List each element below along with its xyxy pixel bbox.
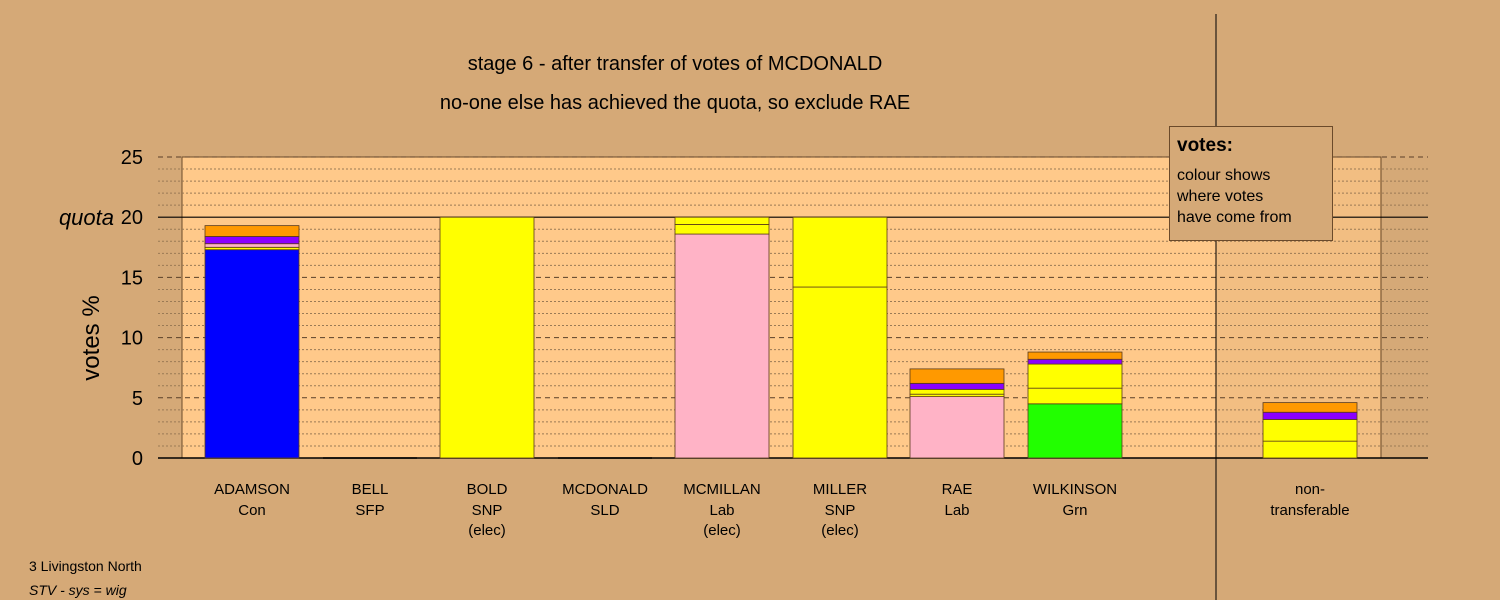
bar-segment <box>1027 403 1123 459</box>
candidate-status-label: (elec) <box>468 522 506 539</box>
candidate-party-label: SFP <box>355 502 384 519</box>
bar-segment <box>204 236 300 245</box>
y-tick-label: 25 <box>121 147 143 169</box>
candidate-name-label: BELL <box>352 481 389 498</box>
system-label: STV - sys = wig <box>29 582 127 598</box>
legend-line: where votes <box>1177 188 1264 205</box>
candidate-name-label: MCDONALD <box>562 481 648 498</box>
bar-segment <box>439 216 535 459</box>
bar-segment <box>1262 419 1358 442</box>
bar-segment <box>204 225 300 237</box>
candidate-party-label: Lab <box>709 502 734 519</box>
candidate-name-label: WILKINSON <box>1033 481 1117 498</box>
bar-segment <box>792 286 888 459</box>
y-tick-label: 5 <box>132 388 143 410</box>
candidate-status-label: (elec) <box>703 522 741 539</box>
bar-segment <box>1027 358 1123 365</box>
y-tick-label: 10 <box>121 328 143 350</box>
candidate-party-label: SLD <box>590 502 619 519</box>
candidate-party-label: transferable <box>1270 502 1349 519</box>
bar-segment <box>1027 387 1123 405</box>
quota-label: quota <box>59 205 114 230</box>
candidate-name-label: MILLER <box>813 481 867 498</box>
candidate-party-label: SNP <box>825 502 856 519</box>
bar-segment <box>1262 402 1358 413</box>
candidate-name-label: non- <box>1295 481 1325 498</box>
candidate-name-label: RAE <box>942 481 973 498</box>
legend-line: have come from <box>1177 209 1292 226</box>
bar-segment <box>909 382 1005 390</box>
candidate-party-label: Con <box>238 502 266 519</box>
chart-subtitle: no-one else has achieved the quota, so e… <box>439 92 911 114</box>
bar-segment <box>674 224 770 235</box>
legend-line: colour shows <box>1177 167 1271 184</box>
candidate-status-label: (elec) <box>821 522 859 539</box>
constituency-label: 3 Livingston North <box>29 558 142 574</box>
bar-segment <box>204 249 300 459</box>
candidate-name-label: MCMILLAN <box>683 481 761 498</box>
candidate-party-label: Lab <box>944 502 969 519</box>
bar-segment <box>204 243 300 248</box>
y-tick-label: 0 <box>132 448 143 470</box>
candidate-name-label: BOLD <box>467 481 508 498</box>
y-axis-label: votes % <box>78 295 105 380</box>
y-tick-label: 15 <box>121 267 143 289</box>
bar-segment <box>1027 363 1123 389</box>
legend-box: votes: colour shows where votes have com… <box>1169 126 1333 241</box>
bar-segment <box>1262 440 1358 459</box>
candidate-party-label: Grn <box>1062 502 1087 519</box>
bar-segment <box>792 216 888 288</box>
bar-segment <box>674 233 770 459</box>
candidate-party-label: SNP <box>472 502 503 519</box>
y-tick-label: 20 <box>121 207 143 229</box>
bar-segment <box>909 368 1005 384</box>
legend-heading: votes: <box>1177 135 1233 156</box>
chart-title: stage 6 - after transfer of votes of MCD… <box>467 53 883 75</box>
bar-segment <box>909 388 1005 395</box>
bar-segment <box>1027 351 1123 360</box>
bar-segment <box>674 216 770 225</box>
bar-segment <box>909 396 1005 459</box>
bar-segment <box>1262 411 1358 420</box>
candidate-name-label: ADAMSON <box>214 481 290 498</box>
